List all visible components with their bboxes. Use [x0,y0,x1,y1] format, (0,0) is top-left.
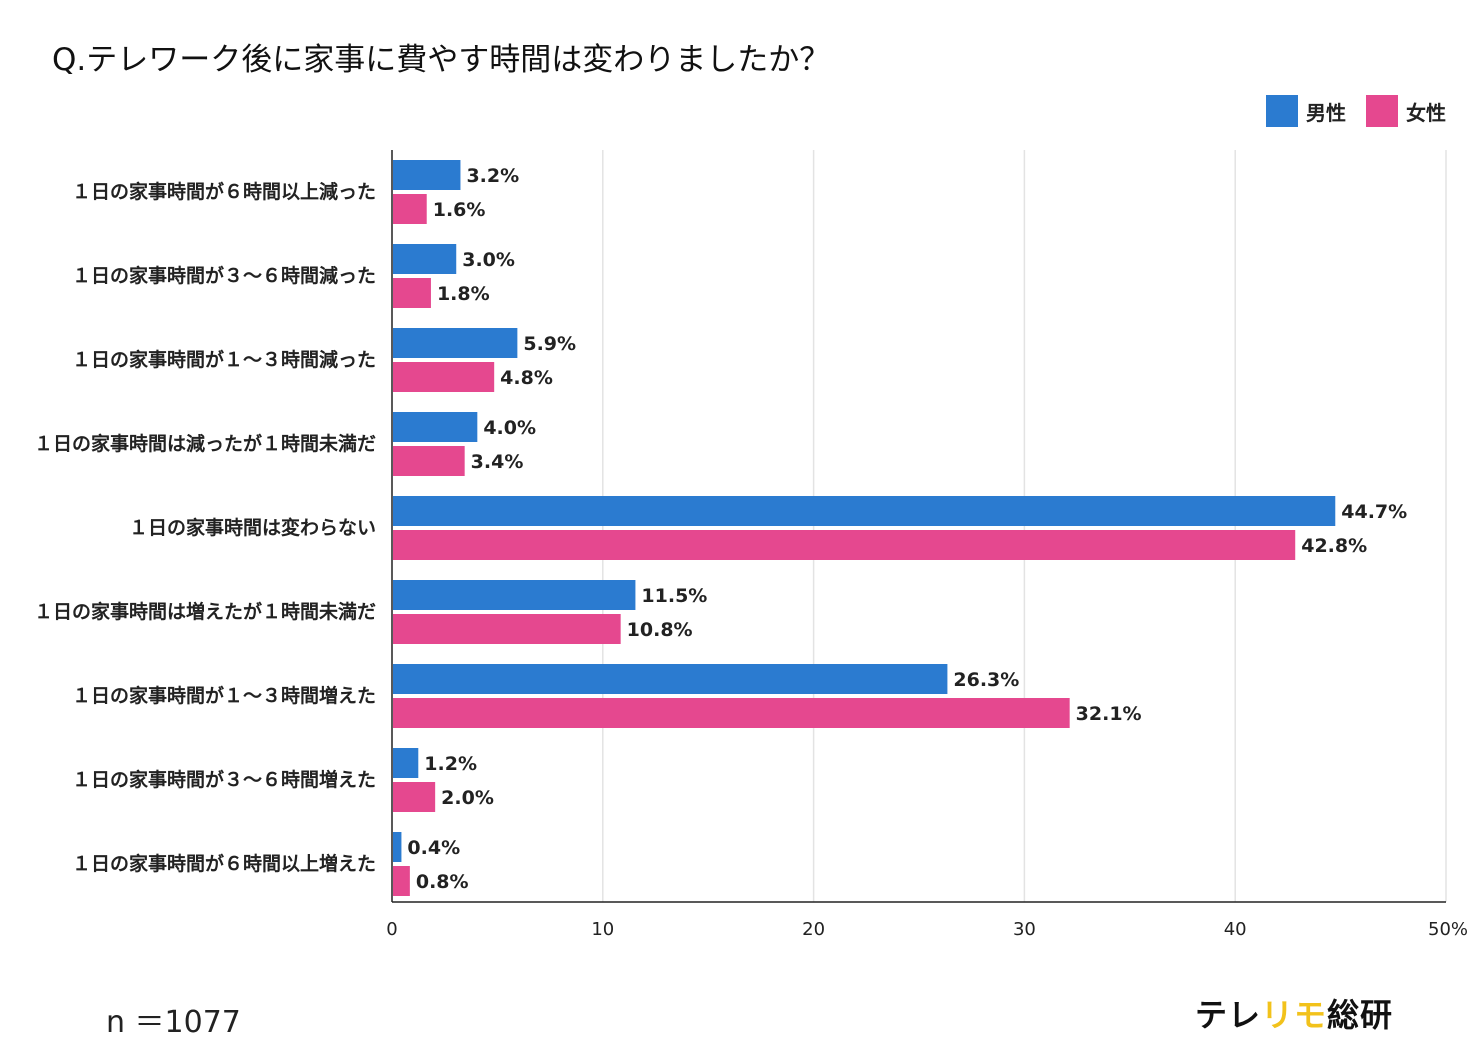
value-label-female-5: 10.8% [627,619,693,641]
category-label-5: １日の家事時間は増えたが１時間未満だ [34,600,376,623]
bar-female-5 [393,614,621,644]
sample-size: n ＝1077 [106,1005,241,1040]
value-label-female-6: 32.1% [1076,703,1142,725]
category-label-4: １日の家事時間は変わらない [129,516,376,539]
category-label-8: １日の家事時間が６時間以上増えた [72,852,376,875]
bar-male-8 [393,832,402,862]
x-tick-label-10: 10 [591,919,614,940]
bar-male-6 [393,664,948,694]
bar-female-1 [393,278,431,308]
logo-part-2: リモ [1261,996,1328,1034]
category-label-3: １日の家事時間は減ったが１時間未満だ [34,432,376,455]
legend-label-male: 男性 [1306,101,1346,125]
bar-male-4 [393,496,1336,526]
bar-male-5 [393,580,636,610]
x-tick-label-20: 20 [802,919,825,940]
value-label-male-2: 5.9% [523,333,576,355]
x-tick-label-30: 30 [1013,919,1036,940]
logo-part-3: 総研 [1327,996,1394,1034]
bar-female-4 [393,530,1296,560]
bar-female-0 [393,194,427,224]
value-label-female-4: 42.8% [1301,535,1367,557]
value-label-male-0: 3.2% [466,165,519,187]
category-label-6: １日の家事時間が１～３時間増えた [72,684,376,707]
brand-logo: テレリモ総研 [1195,990,1393,1036]
bar-female-2 [393,362,495,392]
bar-male-2 [393,328,518,358]
labels: 3.2% 1.6% １日の家事時間が６時間以上減った 3.0% 1.8% １日の家事時間が… [34,165,1407,893]
value-label-female-3: 3.4% [471,451,524,473]
value-label-male-6: 26.3% [953,669,1019,691]
bar-male-0 [393,160,461,190]
value-label-female-0: 1.6% [433,199,486,221]
bar-female-6 [393,698,1070,728]
value-label-female-2: 4.8% [500,367,553,389]
x-tick-label-40: 40 [1224,919,1247,940]
legend-label-female: 女性 [1406,101,1446,125]
value-label-male-5: 11.5% [641,585,707,607]
bar-female-3 [393,446,465,476]
value-label-male-1: 3.0% [462,249,515,271]
chart-title: Q.テレワーク後に家事に費やす時間は変わりましたか？ [52,42,831,78]
legend-swatch-female [1366,95,1398,127]
value-label-female-8: 0.8% [416,871,469,893]
bar-male-1 [393,244,457,274]
value-label-female-7: 2.0% [441,787,494,809]
bars [393,160,1336,896]
value-label-male-7: 1.2% [424,753,477,775]
legend: 男性 女性 [1266,95,1446,127]
category-label-2: １日の家事時間が１～３時間減った [72,348,376,371]
bar-female-8 [393,866,410,896]
value-label-male-3: 4.0% [483,417,536,439]
logo-part-1: テレ [1195,996,1262,1034]
bar-female-7 [393,782,436,812]
value-label-male-4: 44.7% [1341,501,1407,523]
bar-male-7 [393,748,419,778]
category-label-7: １日の家事時間が３～６時間増えた [72,768,376,791]
category-label-1: １日の家事時間が３～６時間減った [72,264,376,287]
x-tick-label-50: 50% [1428,919,1467,940]
axes: 0 10 20 30 40 50% [386,150,1467,940]
category-label-0: １日の家事時間が６時間以上減った [72,180,376,203]
value-label-male-8: 0.4% [407,837,460,859]
legend-swatch-male [1266,95,1298,127]
value-label-female-1: 1.8% [437,283,490,305]
bar-male-3 [393,412,478,442]
x-tick-label-0: 0 [386,919,397,940]
